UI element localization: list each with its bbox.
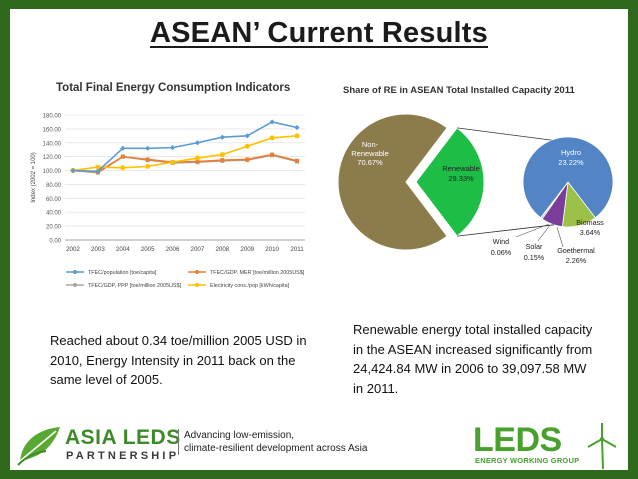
- data-point: [269, 135, 275, 141]
- breakdown-label-value: 0.06%: [491, 248, 512, 257]
- x-tick-label: 2005: [141, 246, 155, 253]
- data-point: [219, 134, 225, 140]
- slide-title: ASEAN’ Current Results: [150, 17, 488, 49]
- pie-slice-renewable: [415, 127, 485, 237]
- breakdown-label-name: Biomass: [576, 218, 604, 227]
- data-point: [169, 145, 176, 151]
- data-point: [294, 124, 300, 131]
- legend-label: TFEC/population [toe/capita]: [88, 270, 157, 276]
- tagline-line-1: Advancing low-emission,: [184, 430, 295, 441]
- legend-marker: [195, 283, 199, 287]
- data-point: [219, 152, 225, 158]
- leds-wordmark: LEDS: [473, 421, 562, 459]
- legend-label: TFEC/GDP, MER [toe/million 2005US$]: [210, 270, 305, 276]
- data-point: [120, 154, 125, 159]
- legend-label: Electricity cons./pop [kWh/capita]: [210, 283, 290, 289]
- pie-chart-title: Share of RE in ASEAN Total Installed Cap…: [343, 85, 575, 96]
- leds-subtitle: ENERGY WORKING GROUP: [475, 456, 580, 465]
- y-tick-label: 180.00: [43, 114, 62, 120]
- data-point: [194, 155, 200, 161]
- x-tick-label: 2004: [116, 246, 130, 253]
- series-line: [72, 135, 298, 172]
- y-tick-label: 100.00: [43, 169, 62, 175]
- series-line: [72, 153, 298, 173]
- leader-line: [515, 223, 550, 238]
- breakdown-label-name: Wind: [493, 237, 509, 246]
- data-point: [145, 163, 151, 169]
- x-tick-label: 2010: [265, 246, 279, 253]
- legend-marker: [195, 270, 199, 274]
- data-point: [194, 140, 201, 146]
- y-tick-label: 0.00: [49, 239, 61, 245]
- footer: ASIA LEDS PARTNERSHIP Advancing low-emis…: [10, 421, 628, 470]
- x-tick-label: 2006: [166, 246, 180, 253]
- data-point: [245, 157, 250, 162]
- breakdown-label-name: Solar: [526, 242, 543, 251]
- breakdown-label-value: 0.15%: [524, 253, 545, 262]
- wind-turbine-icon: [587, 423, 617, 469]
- pie-chart: Non-Renewable70.67%Renewable29.33%Hydro2…: [337, 113, 614, 265]
- breakdown-label-name: Goethermal: [557, 246, 595, 255]
- legend-marker: [73, 283, 77, 287]
- data-point: [120, 165, 126, 171]
- slide: ASEAN’ Current Results Total Final Energ…: [10, 9, 628, 470]
- legend-label: TFEC/GDP, PPP [toe/million 2005US$]: [88, 283, 181, 289]
- line-chart: 0.00 20.00 40.00 60.00 80.00 100.00 120.00 140.…: [31, 114, 305, 289]
- data-point: [270, 152, 275, 157]
- breakdown-label-value: 23.22%: [558, 158, 584, 167]
- data-point: [220, 158, 225, 163]
- y-axis-label: Index (2002 = 100): [31, 152, 37, 203]
- legend-marker: [73, 270, 77, 274]
- y-tick-label: 40.00: [46, 211, 62, 217]
- y-tick-label: 60.00: [46, 197, 62, 203]
- slice-label-value: 70.67%: [357, 158, 383, 167]
- partnership-wordmark: PARTNERSHIP: [66, 450, 180, 462]
- asia-leds-wordmark: ASIA LEDS: [65, 426, 181, 449]
- pie-slice-non-renewable: [337, 113, 448, 251]
- x-tick-label: 2003: [91, 246, 105, 253]
- tagline: Advancing low-emission, climate-resilien…: [178, 429, 367, 455]
- breakdown-label-value: 3.64%: [580, 228, 601, 237]
- line-chart-title: Total Final Energy Consumption Indicator…: [56, 82, 291, 94]
- y-tick-label: 20.00: [46, 225, 62, 231]
- data-point: [145, 145, 151, 151]
- slice-label-name: Renewable: [442, 164, 480, 173]
- data-point: [195, 159, 200, 164]
- data-point: [145, 157, 150, 162]
- slice-label-name: Non-: [362, 140, 379, 149]
- y-tick-label: 120.00: [43, 155, 62, 161]
- data-point: [295, 158, 299, 163]
- data-point: [294, 133, 300, 139]
- y-tick-label: 160.00: [43, 127, 62, 133]
- data-point: [244, 143, 250, 149]
- slice-label-value: 29.33%: [448, 174, 474, 183]
- connector-line: [457, 127, 552, 141]
- right-caption: Renewable energy total installed capacit…: [353, 322, 593, 396]
- tagline-line-2: climate-resilient development across Asi…: [184, 443, 368, 454]
- y-tick-label: 140.00: [43, 141, 62, 147]
- slice-label-name: Renewable: [351, 149, 389, 158]
- x-tick-label: 2007: [191, 246, 205, 253]
- breakdown-label-value: 2.26%: [566, 256, 587, 265]
- x-tick-label: 2008: [215, 246, 229, 253]
- leader-line: [556, 226, 564, 248]
- data-point: [120, 145, 126, 151]
- leader-line: [537, 224, 551, 242]
- x-tick-label: 2011: [290, 246, 304, 253]
- data-point: [95, 164, 101, 170]
- x-tick-label: 2002: [66, 246, 80, 253]
- breakdown-slice-hydro: [522, 136, 614, 219]
- data-point: [170, 159, 176, 165]
- data-point: [269, 119, 275, 125]
- asia-leds-leaf-logo: [17, 427, 60, 466]
- series-line: [72, 121, 298, 173]
- data-point: [244, 133, 250, 139]
- y-tick-label: 80.00: [46, 183, 62, 189]
- breakdown-label-name: Hydro: [561, 148, 581, 157]
- x-tick-label: 2009: [240, 246, 254, 253]
- left-caption: Reached about 0.34 toe/million 2005 USD …: [50, 333, 307, 387]
- connector-line: [457, 224, 555, 237]
- data-point: [95, 168, 101, 174]
